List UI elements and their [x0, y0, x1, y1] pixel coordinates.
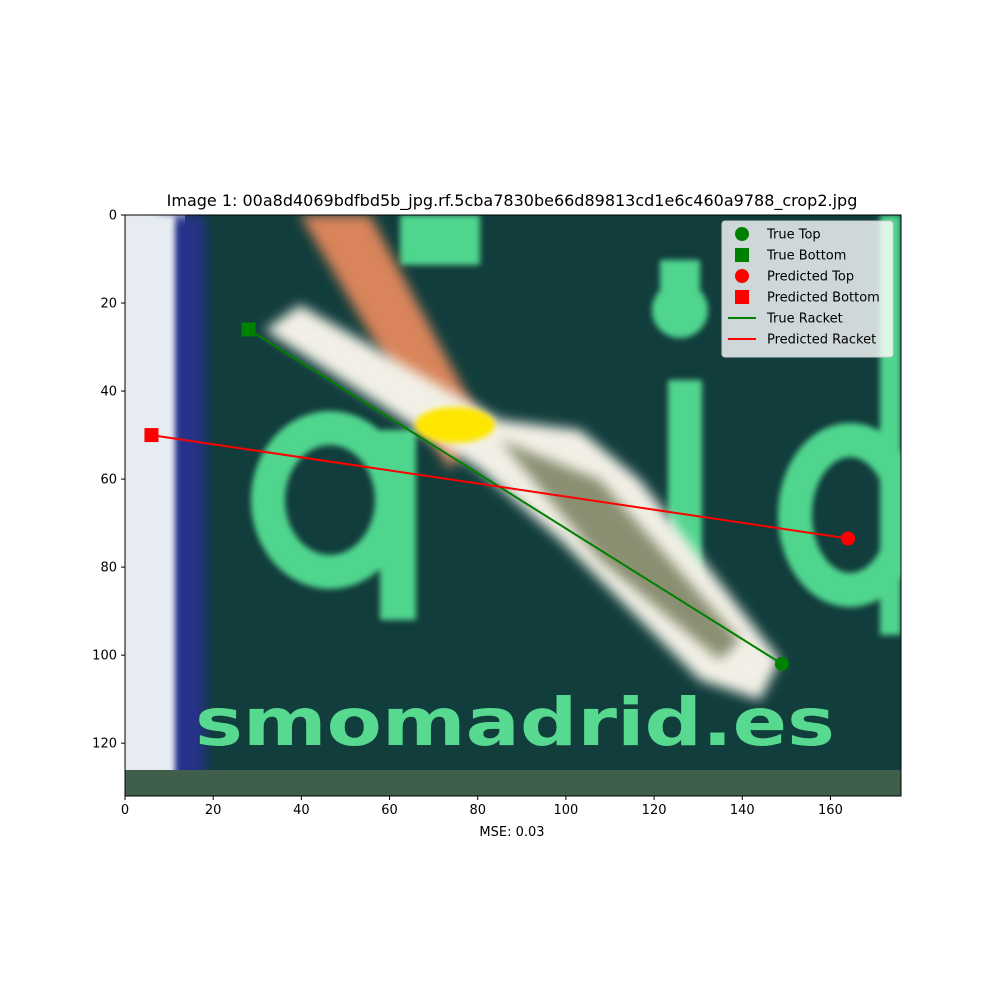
y-tick-label: 80: [100, 561, 117, 576]
banner-text: smomadrid.es: [195, 684, 835, 761]
predicted-bottom-marker: [144, 428, 159, 443]
legend-predicted-bottom-handle: [735, 290, 749, 304]
y-tick-label: 40: [100, 385, 117, 400]
true-bottom-marker: [241, 322, 256, 337]
chart-title: Image 1: 00a8d4069bdfbd5b_jpg.rf.5cba783…: [167, 191, 858, 211]
legend-box: [721, 220, 894, 358]
y-tick-label: 0: [109, 209, 117, 224]
legend-predicted-bottom-label: Predicted Bottom: [767, 291, 880, 306]
legend-predicted-top-label: Predicted Top: [767, 270, 854, 285]
legend-true-bottom-label: True Bottom: [766, 249, 846, 264]
legend: True Top True Bottom Predicted Top Predicte…: [721, 220, 894, 358]
legend-predicted-racket-label: Predicted Racket: [767, 333, 876, 348]
y-tick-label: 20: [100, 297, 117, 312]
x-axis-label: MSE: 0.03: [479, 825, 544, 840]
axis-ticks: 0 20 40 60 80 100 120 140 160 0 20 40 60 80 100 120: [92, 209, 843, 819]
legend-true-top-handle: [735, 227, 749, 241]
true-top-marker: [774, 656, 789, 671]
true-racket-line: [247, 328, 783, 665]
x-tick-label: 0: [121, 803, 129, 818]
y-tick-label: 100: [92, 649, 117, 664]
legend-predicted-top-handle: [735, 269, 749, 283]
x-tick-label: 80: [469, 803, 486, 818]
x-tick-label: 160: [818, 803, 843, 818]
legend-true-racket-label: True Racket: [766, 312, 843, 327]
legend-true-bottom-handle: [735, 248, 749, 262]
x-tick-label: 120: [642, 803, 667, 818]
chart-marks: [144, 322, 856, 671]
axes-frame: [124, 214, 902, 797]
y-tick-label: 120: [92, 737, 117, 752]
x-tick-label: 60: [381, 803, 398, 818]
predicted-racket-line: [151, 434, 849, 540]
y-tick-label: 60: [100, 473, 117, 488]
legend-true-top-label: True Top: [766, 228, 821, 243]
x-tick-label: 40: [293, 803, 310, 818]
x-tick-label: 20: [205, 803, 222, 818]
predicted-top-marker: [841, 531, 856, 546]
x-tick-label: 140: [730, 803, 755, 818]
x-tick-label: 100: [553, 803, 578, 818]
